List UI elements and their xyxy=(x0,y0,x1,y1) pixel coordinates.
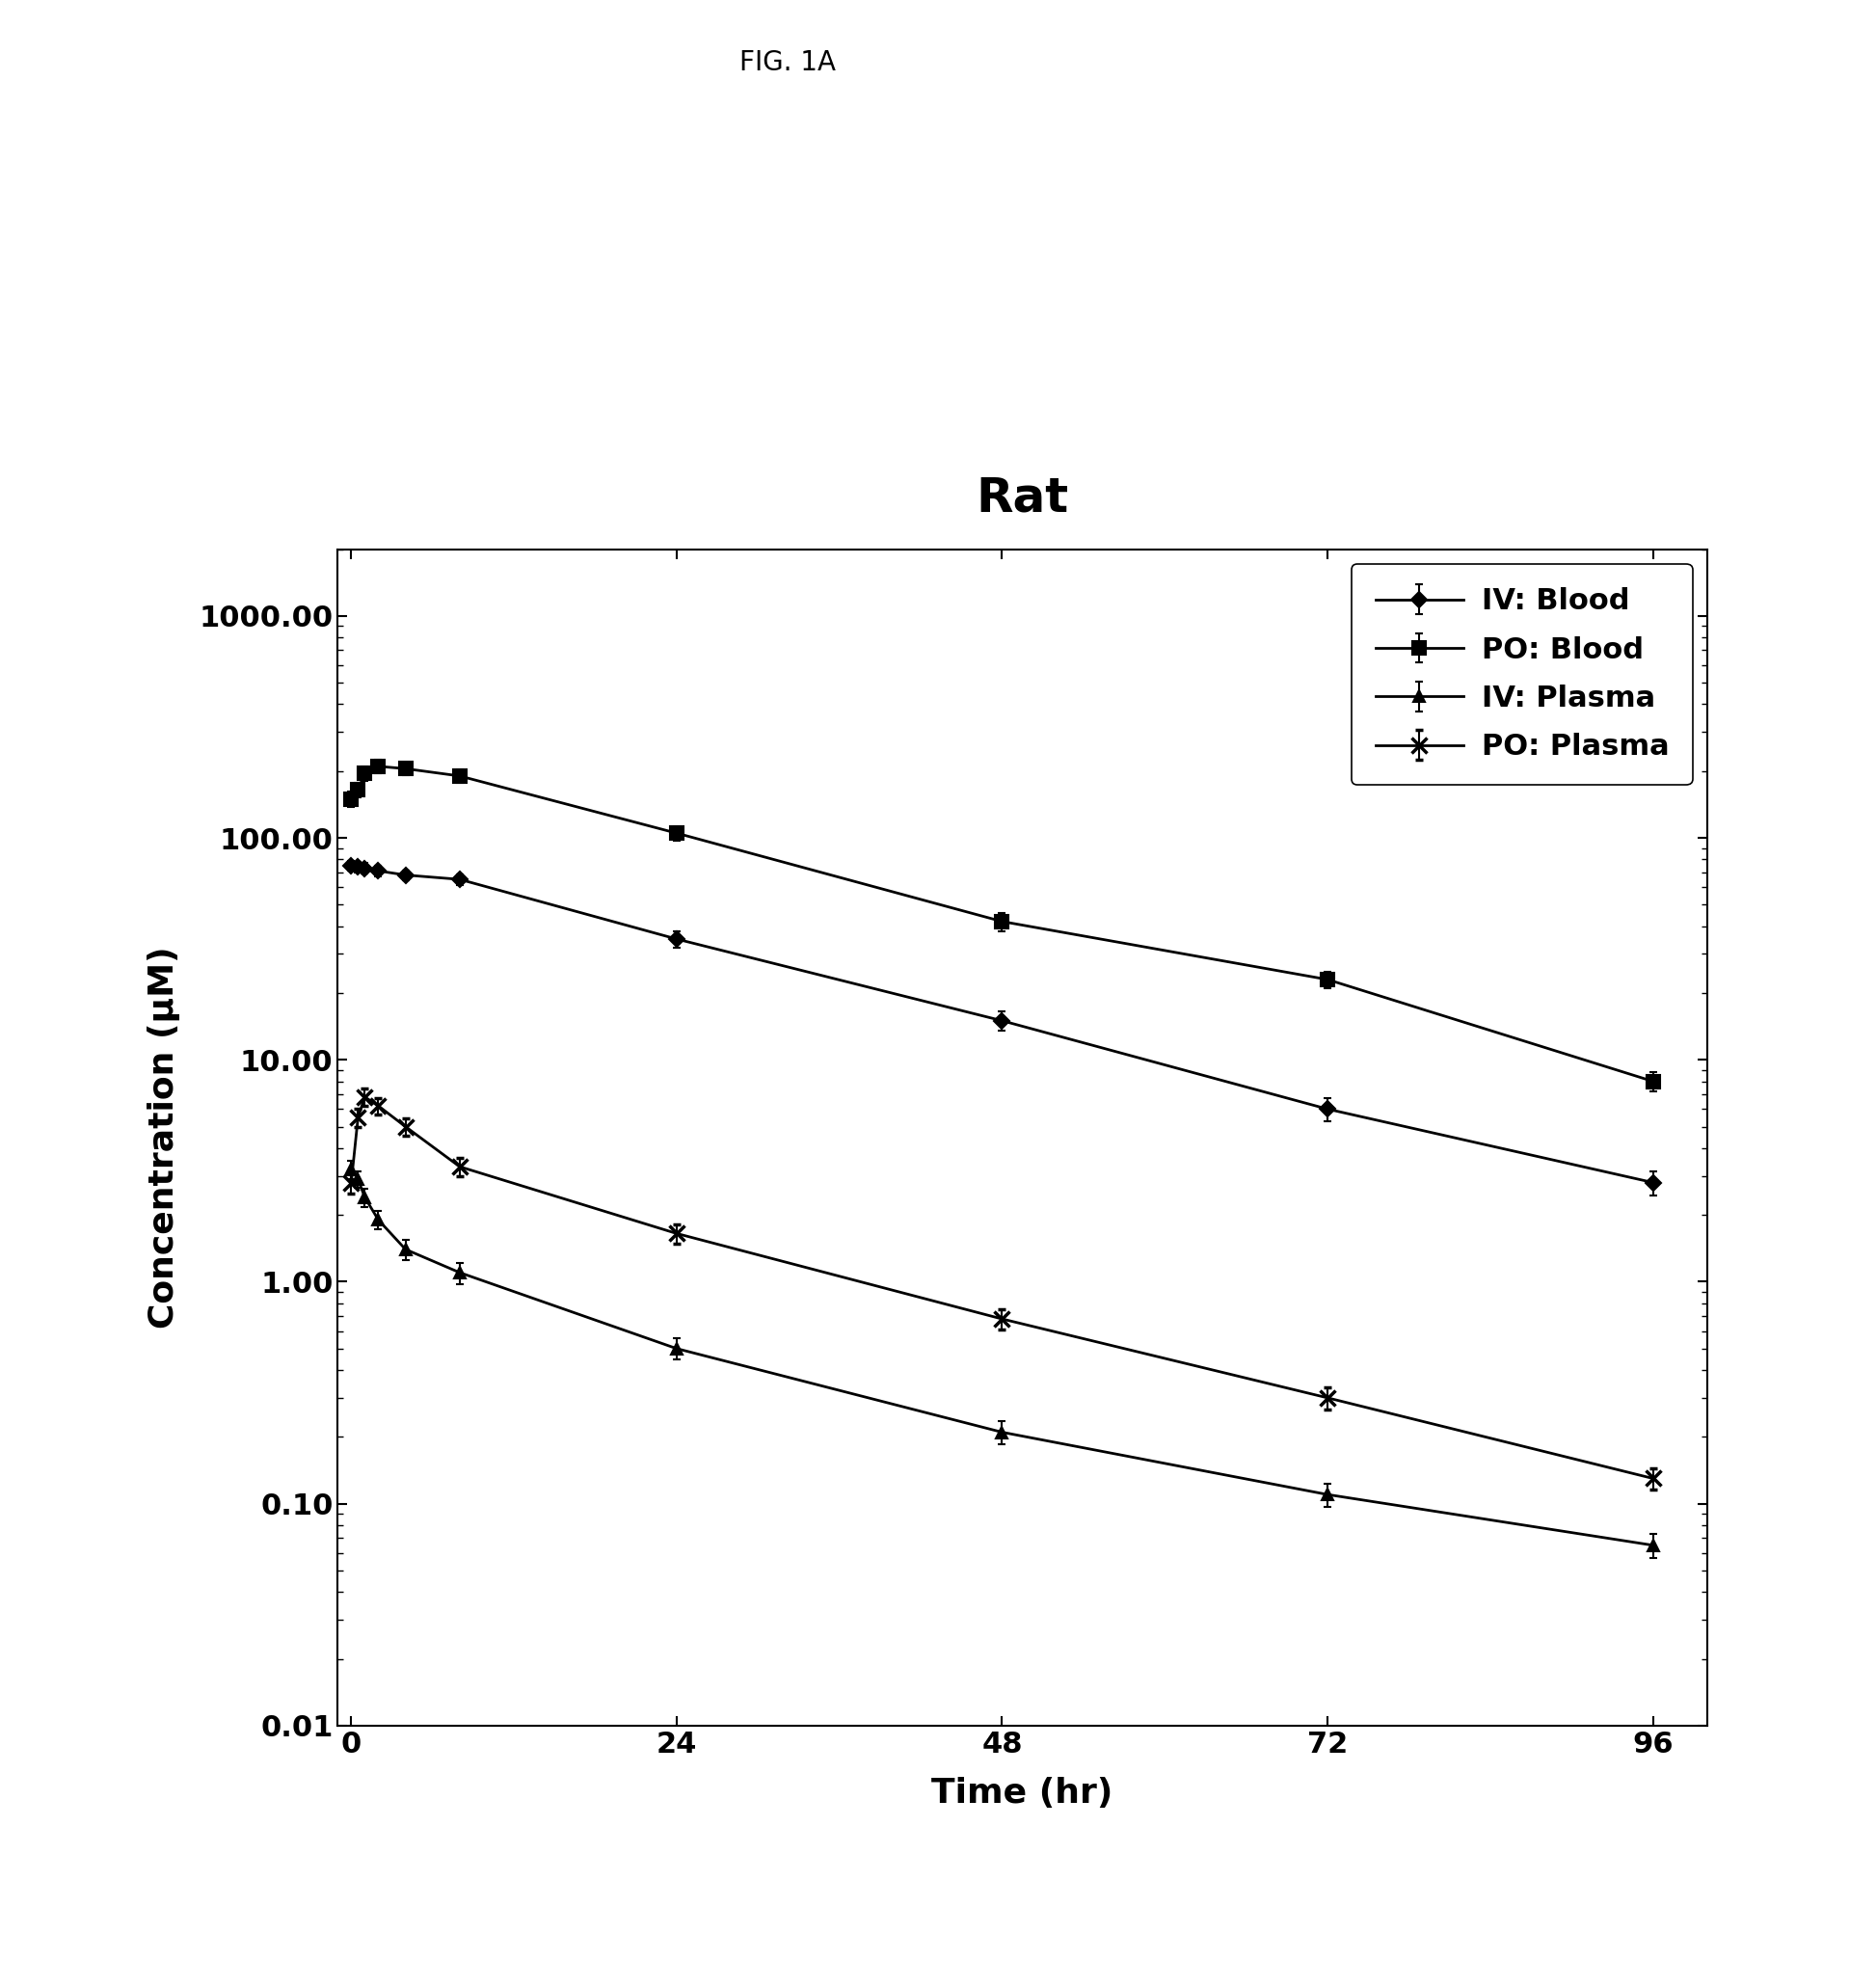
Legend: IV: Blood, PO: Blood, IV: Plasma, PO: Plasma: IV: Blood, PO: Blood, IV: Plasma, PO: Pl… xyxy=(1351,565,1692,784)
X-axis label: Time (hr): Time (hr) xyxy=(932,1777,1112,1810)
Y-axis label: Concentration (μM): Concentration (μM) xyxy=(148,947,180,1328)
Text: FIG. 1A: FIG. 1A xyxy=(739,49,837,76)
Title: Rat: Rat xyxy=(976,475,1069,522)
